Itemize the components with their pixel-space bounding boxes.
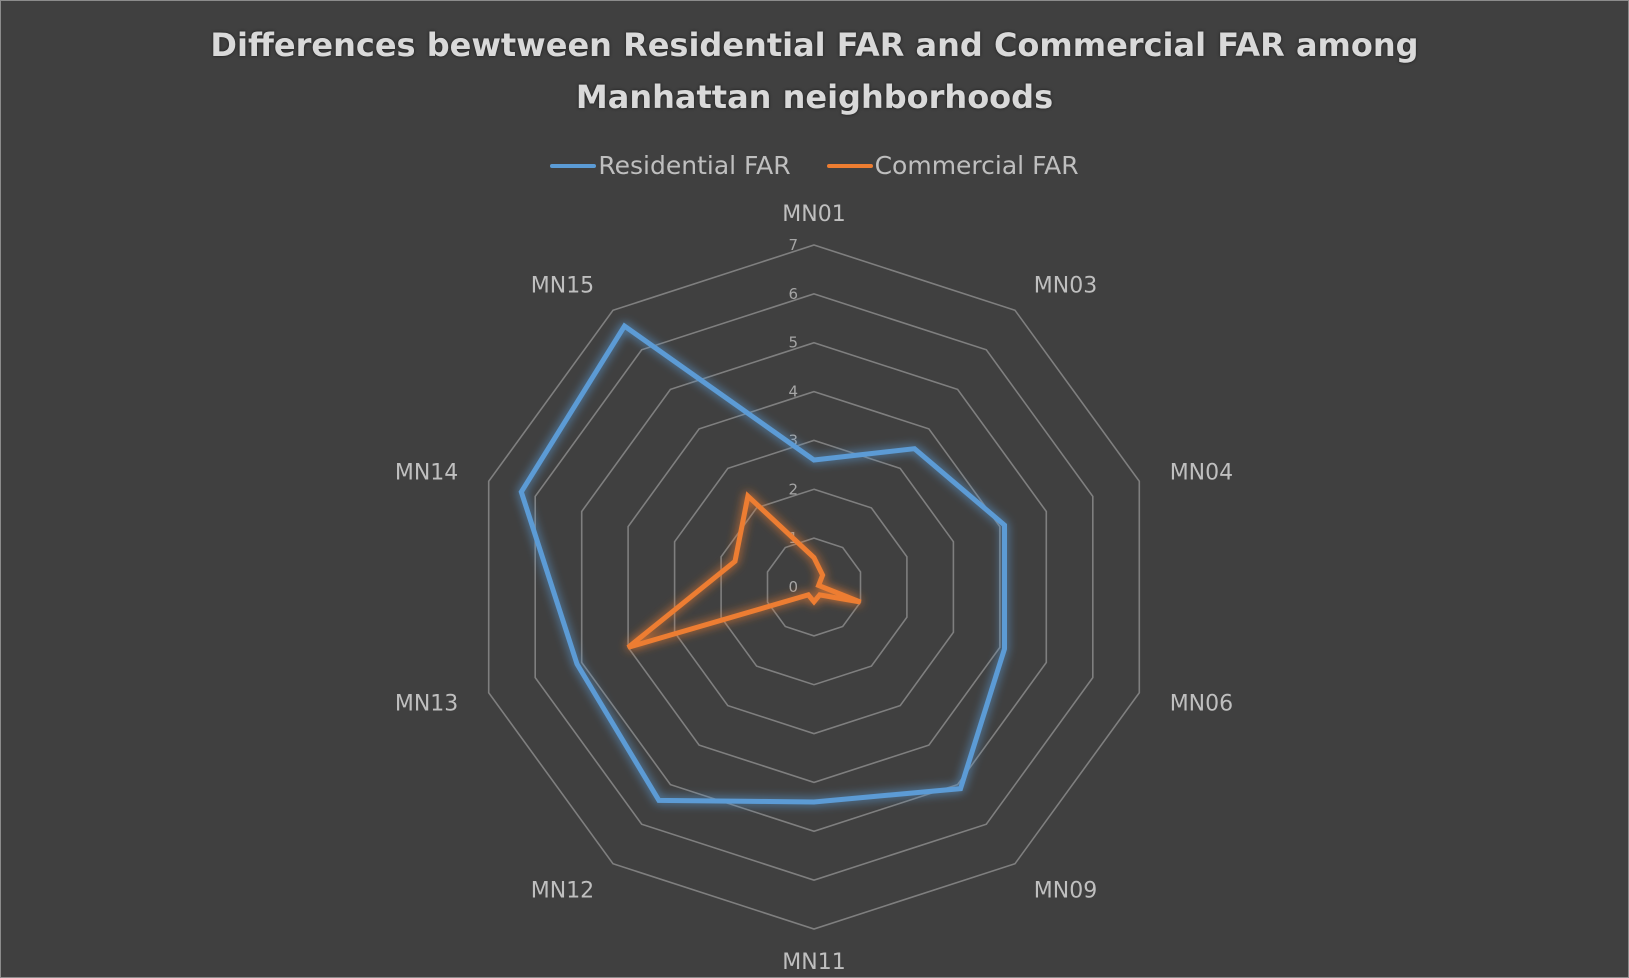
radial-tick-label: 5 bbox=[788, 334, 798, 352]
category-label-mn03: MN03 bbox=[1034, 273, 1097, 298]
radial-tick-label: 7 bbox=[788, 236, 798, 254]
category-label-mn13: MN13 bbox=[395, 692, 458, 717]
chart-title: Differences bewtween Residential FAR and… bbox=[1, 19, 1628, 123]
category-label-mn15: MN15 bbox=[531, 273, 594, 298]
series-layer bbox=[518, 322, 1007, 805]
grid-ring-7 bbox=[487, 244, 1141, 930]
grid-ring-6 bbox=[534, 293, 1094, 881]
radar-grid bbox=[487, 244, 1141, 930]
grid-ring-1 bbox=[766, 537, 862, 637]
grid-ring-3 bbox=[673, 439, 955, 735]
radial-tick-label: 3 bbox=[788, 431, 798, 449]
series-line-residential-far bbox=[518, 322, 1007, 805]
series-line-commercial-far bbox=[626, 491, 862, 650]
radial-tick-label: 2 bbox=[788, 480, 798, 498]
radial-tick-label: 0 bbox=[788, 578, 798, 596]
legend-label-residential: Residential FAR bbox=[598, 151, 791, 180]
legend: Residential FAR Commercial FAR bbox=[1, 151, 1628, 180]
chart-title-line-1: Differences bewtween Residential FAR and… bbox=[210, 26, 1419, 64]
legend-item-commercial[interactable]: Commercial FAR bbox=[826, 151, 1079, 180]
category-label-mn06: MN06 bbox=[1170, 692, 1233, 717]
legend-swatch-commercial bbox=[826, 163, 873, 168]
category-labels: MN01 MN03 MN04 MN06 MN09 MN11 MN12 MN13 MN14 MN15 bbox=[395, 202, 1233, 975]
grid-ring-2 bbox=[720, 488, 908, 686]
chart-title-line-2: Manhattan neighborhoods bbox=[575, 78, 1054, 116]
grid-ring-5 bbox=[580, 341, 1048, 833]
radial-tick-label: 6 bbox=[788, 285, 798, 303]
category-label-mn12: MN12 bbox=[531, 879, 594, 904]
category-label-mn09: MN09 bbox=[1034, 879, 1097, 904]
legend-label-commercial: Commercial FAR bbox=[874, 151, 1079, 180]
category-label-mn14: MN14 bbox=[395, 460, 458, 485]
category-label-mn11: MN11 bbox=[782, 950, 845, 975]
grid-ring-4 bbox=[627, 390, 1001, 784]
legend-item-residential[interactable]: Residential FAR bbox=[550, 151, 791, 180]
radial-tick-label: 4 bbox=[788, 383, 798, 401]
category-label-mn04: MN04 bbox=[1170, 460, 1233, 485]
legend-swatch-residential bbox=[550, 163, 597, 168]
category-label-mn01: MN01 bbox=[782, 202, 845, 227]
